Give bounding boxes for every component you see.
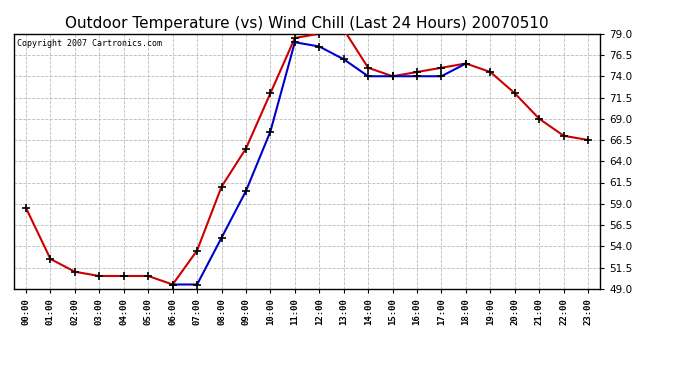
Title: Outdoor Temperature (vs) Wind Chill (Last 24 Hours) 20070510: Outdoor Temperature (vs) Wind Chill (Las… — [66, 16, 549, 31]
Text: Copyright 2007 Cartronics.com: Copyright 2007 Cartronics.com — [17, 39, 161, 48]
